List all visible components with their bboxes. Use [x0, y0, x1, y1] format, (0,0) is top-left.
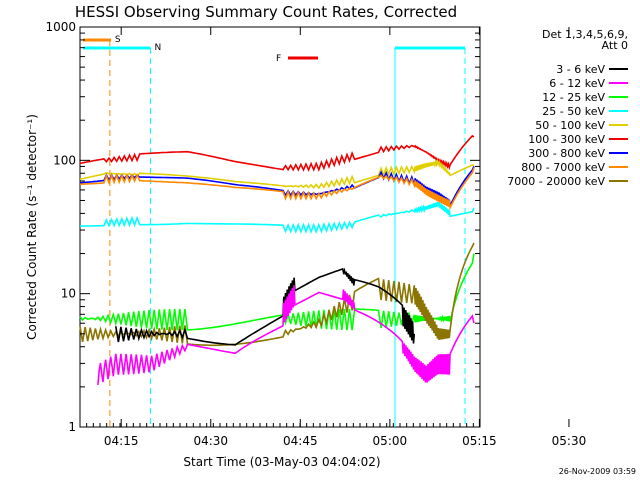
legend-entry: 300 - 800 keV: [528, 147, 605, 160]
y-axis-label: Corrected Count Rate (s⁻¹ detector⁻¹): [25, 114, 39, 340]
legend-entry: 50 - 100 keV: [535, 119, 605, 132]
x-tick-label: 04:45: [283, 434, 318, 448]
data-curves: [79, 134, 475, 385]
series-curve: [80, 167, 475, 211]
series-curve: [79, 134, 475, 173]
legend-header: Det 1,3,4,5,6,9,: [542, 28, 628, 41]
series-curve: [97, 285, 475, 385]
series-curve: [79, 158, 475, 190]
legend-entry: 3 - 6 keV: [556, 63, 605, 76]
y-tick-label: 100: [53, 153, 76, 167]
legend-entry: 25 - 50 keV: [542, 105, 605, 118]
y-tick-label: 10: [61, 287, 76, 301]
x-tick-label: 05:15: [462, 434, 497, 448]
series-curve: [79, 253, 475, 331]
legend-entry: 7000 - 20000 keV: [507, 175, 605, 188]
footer-timestamp: 26-Nov-2009 03:59: [559, 467, 636, 476]
y-tick-label: 1000: [45, 20, 76, 34]
legend-header: Att 0: [602, 39, 628, 52]
x-tick-label: 05:30: [552, 434, 587, 448]
legend-entry: 800 - 7000 keV: [521, 161, 605, 174]
chart-title: HESSI Observing Summary Count Rates, Cor…: [75, 3, 457, 21]
axes: 04:15 04:30 04:45 05:00 05:15 05:30 1 10 100 1000: [45, 20, 586, 448]
y-tick-label: 1: [68, 420, 76, 434]
x-axis-label: Start Time (03-May-03 04:04:02): [183, 455, 380, 469]
legend-entry: 12 - 25 keV: [542, 91, 605, 104]
saa-label: S: [115, 35, 121, 45]
night-label: N: [154, 43, 161, 53]
legend-entry: 100 - 300 keV: [528, 133, 605, 146]
x-tick-label: 04:15: [104, 434, 139, 448]
series-curve: [80, 201, 475, 235]
series-curve: [79, 242, 475, 347]
legend-entry: 6 - 12 keV: [549, 77, 605, 90]
flare-label: F: [276, 54, 281, 64]
x-tick-label: 04:30: [193, 434, 228, 448]
series-curve: [115, 267, 416, 346]
x-tick-label: 05:00: [373, 434, 408, 448]
